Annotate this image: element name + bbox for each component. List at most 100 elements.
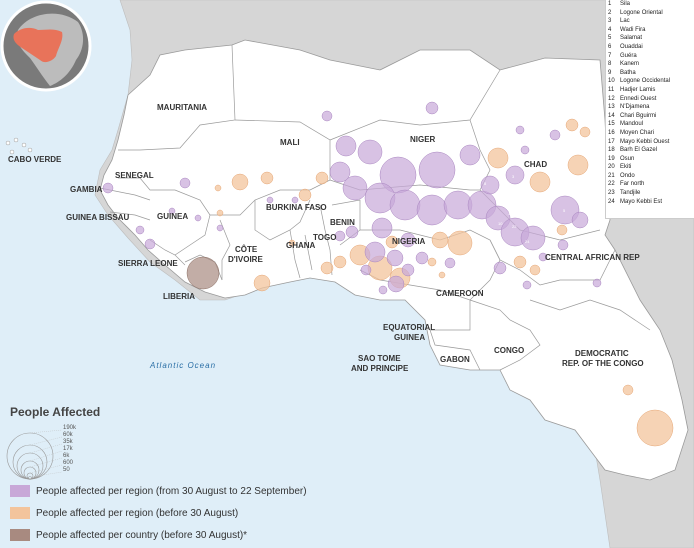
bubble-purple[interactable]: [416, 194, 448, 226]
bubble-purple[interactable]: [538, 252, 548, 262]
region-index-number: 15: [608, 121, 615, 128]
region-index-number: 23: [608, 190, 615, 197]
legend-label: People affected per region (before 30 Au…: [36, 508, 239, 519]
bubble-orange[interactable]: [260, 171, 274, 185]
bubble-orange[interactable]: [447, 230, 473, 256]
bubble-purple[interactable]: [444, 257, 456, 269]
bubble-purple[interactable]: [194, 214, 202, 222]
bubble-orange[interactable]: [231, 173, 249, 191]
bubble-purple[interactable]: [425, 101, 439, 115]
liberia-country-bubble[interactable]: [186, 256, 220, 290]
bubble-purple[interactable]: [415, 251, 429, 265]
bubble-orange[interactable]: [427, 257, 437, 267]
bubble-purple[interactable]: [418, 151, 456, 189]
bubble-purple[interactable]: [335, 135, 357, 157]
bubble-orange[interactable]: [579, 126, 591, 138]
bubble-purple[interactable]: [329, 161, 351, 183]
region-index-item: 8 Kanem: [606, 60, 694, 69]
label-guinea-bissau: GUINEA BISSAU: [66, 213, 129, 222]
region-index-name: N'Djamena: [620, 104, 650, 111]
bubble-purple[interactable]: [459, 144, 481, 166]
bubble-orange[interactable]: [513, 255, 527, 269]
bubble-purple[interactable]: [357, 139, 383, 165]
bubble-purple[interactable]: [592, 278, 602, 288]
bubble-purple[interactable]: [179, 177, 191, 189]
bubble-purple[interactable]: [364, 241, 386, 263]
region-index-name: Osun: [620, 155, 635, 162]
bubble-orange[interactable]: [636, 409, 674, 447]
bubble-orange[interactable]: [214, 184, 222, 192]
bubble-purple[interactable]: [571, 211, 589, 229]
bubble-purple[interactable]: [520, 225, 546, 251]
bubble-purple[interactable]: [378, 285, 388, 295]
bubble-orange[interactable]: [431, 231, 449, 249]
bubble-orange[interactable]: [556, 224, 568, 236]
bubble-purple[interactable]: [386, 249, 404, 267]
bubble-purple[interactable]: [168, 207, 176, 215]
region-number: 10: [498, 221, 503, 226]
region-index-item: 12 Ennedi Ouest: [606, 95, 694, 104]
bubble-purple[interactable]: [389, 189, 421, 221]
bubble-orange[interactable]: [529, 264, 541, 276]
label-nigeria: NIGERIA: [392, 237, 426, 246]
bubble-orange[interactable]: [487, 147, 509, 169]
bubble-orange[interactable]: [385, 235, 399, 249]
bubble-purple[interactable]: [345, 225, 359, 239]
bubble-orange[interactable]: [438, 271, 446, 279]
bubble-purple[interactable]: [216, 224, 224, 232]
region-index-item: 23 Tandjile: [606, 189, 694, 198]
bubble-purple[interactable]: [342, 175, 368, 201]
region-index-number: 8: [608, 61, 612, 68]
region-index-name: Hadjer Lamis: [620, 86, 656, 93]
region-index-item: 16 Moyen Chari: [606, 129, 694, 138]
legend-swatch-brown: [10, 529, 30, 542]
bubble-orange[interactable]: [565, 118, 579, 132]
bubble-purple[interactable]: [102, 182, 114, 194]
region-index-item: 2 Logone Oriental: [606, 9, 694, 18]
bubble-purple[interactable]: [387, 275, 405, 293]
bubble-orange[interactable]: [298, 188, 312, 202]
bubble-orange[interactable]: [567, 154, 589, 176]
region-index-name: Sila: [620, 1, 631, 7]
bubble-purple[interactable]: [515, 125, 525, 135]
bubble-purple[interactable]: [334, 230, 346, 242]
label-equatorial-guinea-1: EQUATORIAL: [383, 323, 435, 332]
bubble-orange[interactable]: [622, 384, 634, 396]
bubble-orange[interactable]: [320, 261, 334, 275]
bubble-purple[interactable]: [321, 110, 333, 122]
bubble-purple[interactable]: [549, 129, 561, 141]
label-cote-divoire-2: D'IVOIRE: [228, 255, 263, 264]
bubble-purple[interactable]: [266, 196, 274, 204]
bubble-purple[interactable]: [360, 264, 372, 276]
bubble-purple[interactable]: [505, 165, 525, 185]
bubble-purple[interactable]: [557, 239, 569, 251]
bubble-purple[interactable]: [371, 217, 393, 239]
region-index-item: 4 Wadi Fira: [606, 26, 694, 35]
bubble-orange[interactable]: [315, 171, 329, 185]
bubble-purple[interactable]: [144, 238, 156, 250]
region-number: 13: [520, 192, 525, 197]
bubble-purple[interactable]: [550, 195, 580, 225]
region-index-item: 19 Osun: [606, 155, 694, 164]
bubble-purple[interactable]: [401, 263, 415, 277]
region-index-name: Ennedi Ouest: [620, 95, 657, 102]
bubble-purple[interactable]: [291, 196, 299, 204]
bubble-purple[interactable]: [493, 261, 507, 275]
bubble-orange[interactable]: [253, 274, 271, 292]
legend-label: People affected per region (from 30 Augu…: [36, 486, 307, 497]
bubble-purple[interactable]: [400, 232, 416, 248]
bubble-purple[interactable]: [522, 280, 532, 290]
region-index-name: Barh El Gazel: [620, 147, 658, 154]
region-index-number: 18: [608, 147, 615, 154]
bubble-purple[interactable]: [520, 145, 530, 155]
bubble-orange[interactable]: [288, 239, 296, 247]
bubble-orange[interactable]: [529, 171, 551, 193]
label-equatorial-guinea-2: GUINEA: [394, 333, 425, 342]
bubble-purple[interactable]: [135, 225, 145, 235]
bubble-orange[interactable]: [333, 255, 347, 269]
bubble-orange[interactable]: [216, 209, 224, 217]
bubble-purple[interactable]: [480, 175, 500, 195]
label-sao-tome-2: AND PRINCIPE: [351, 364, 409, 373]
region-index-number: 20: [608, 164, 615, 171]
